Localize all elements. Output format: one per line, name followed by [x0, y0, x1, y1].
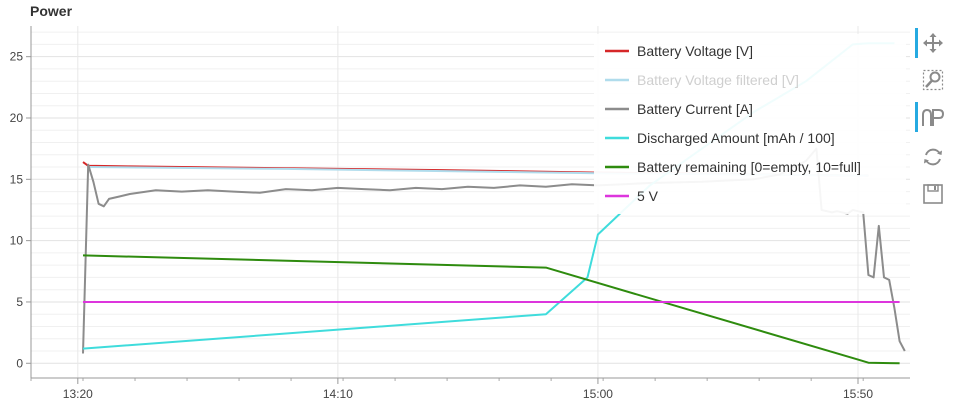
x-tick-label: 15:00 — [583, 387, 613, 401]
box-zoom-tool-button[interactable] — [918, 65, 948, 95]
reset-icon — [924, 148, 942, 166]
series-line-2 — [82, 147, 906, 354]
move-icon — [923, 33, 943, 53]
y-tick-label: 5 — [16, 295, 23, 309]
y-tick-label: 15 — [10, 172, 24, 186]
hover-icon — [922, 108, 945, 126]
legend-label: Battery Voltage filtered [V] — [637, 72, 799, 88]
y-tick-label: 20 — [10, 111, 24, 125]
legend-label: Battery Current [A] — [637, 101, 753, 117]
legend-label: Battery remaining [0=empty, 10=full] — [637, 159, 861, 175]
x-tick-label: 14:10 — [323, 387, 353, 401]
zoom-box-icon — [922, 69, 944, 91]
save-tool-button[interactable] — [918, 179, 948, 209]
y-tick-label: 25 — [10, 50, 24, 64]
y-tick-label: 10 — [10, 234, 24, 248]
hover-tool-button[interactable] — [915, 102, 948, 132]
save-icon — [923, 184, 943, 204]
y-tick-label: 0 — [16, 356, 23, 370]
chart-plot[interactable]: 0 5 10 15 20 25 13:20 14:10 15:00 15:50 Battery Vo… — [0, 0, 910, 410]
series-line-4 — [82, 254, 900, 365]
reset-tool-button[interactable] — [918, 142, 948, 172]
legend-label: Discharged Amount [mAh / 100] — [637, 130, 835, 146]
chart-title: Power — [30, 3, 73, 19]
legend-label: 5 V — [637, 188, 659, 204]
legend-background — [594, 34, 906, 214]
pan-tool-button[interactable] — [915, 28, 948, 58]
chart-toolbar — [912, 24, 953, 224]
x-tick-label: 13:20 — [63, 387, 93, 401]
x-tick-label: 15:50 — [843, 387, 873, 401]
legend-label: Battery Voltage [V] — [637, 43, 753, 59]
